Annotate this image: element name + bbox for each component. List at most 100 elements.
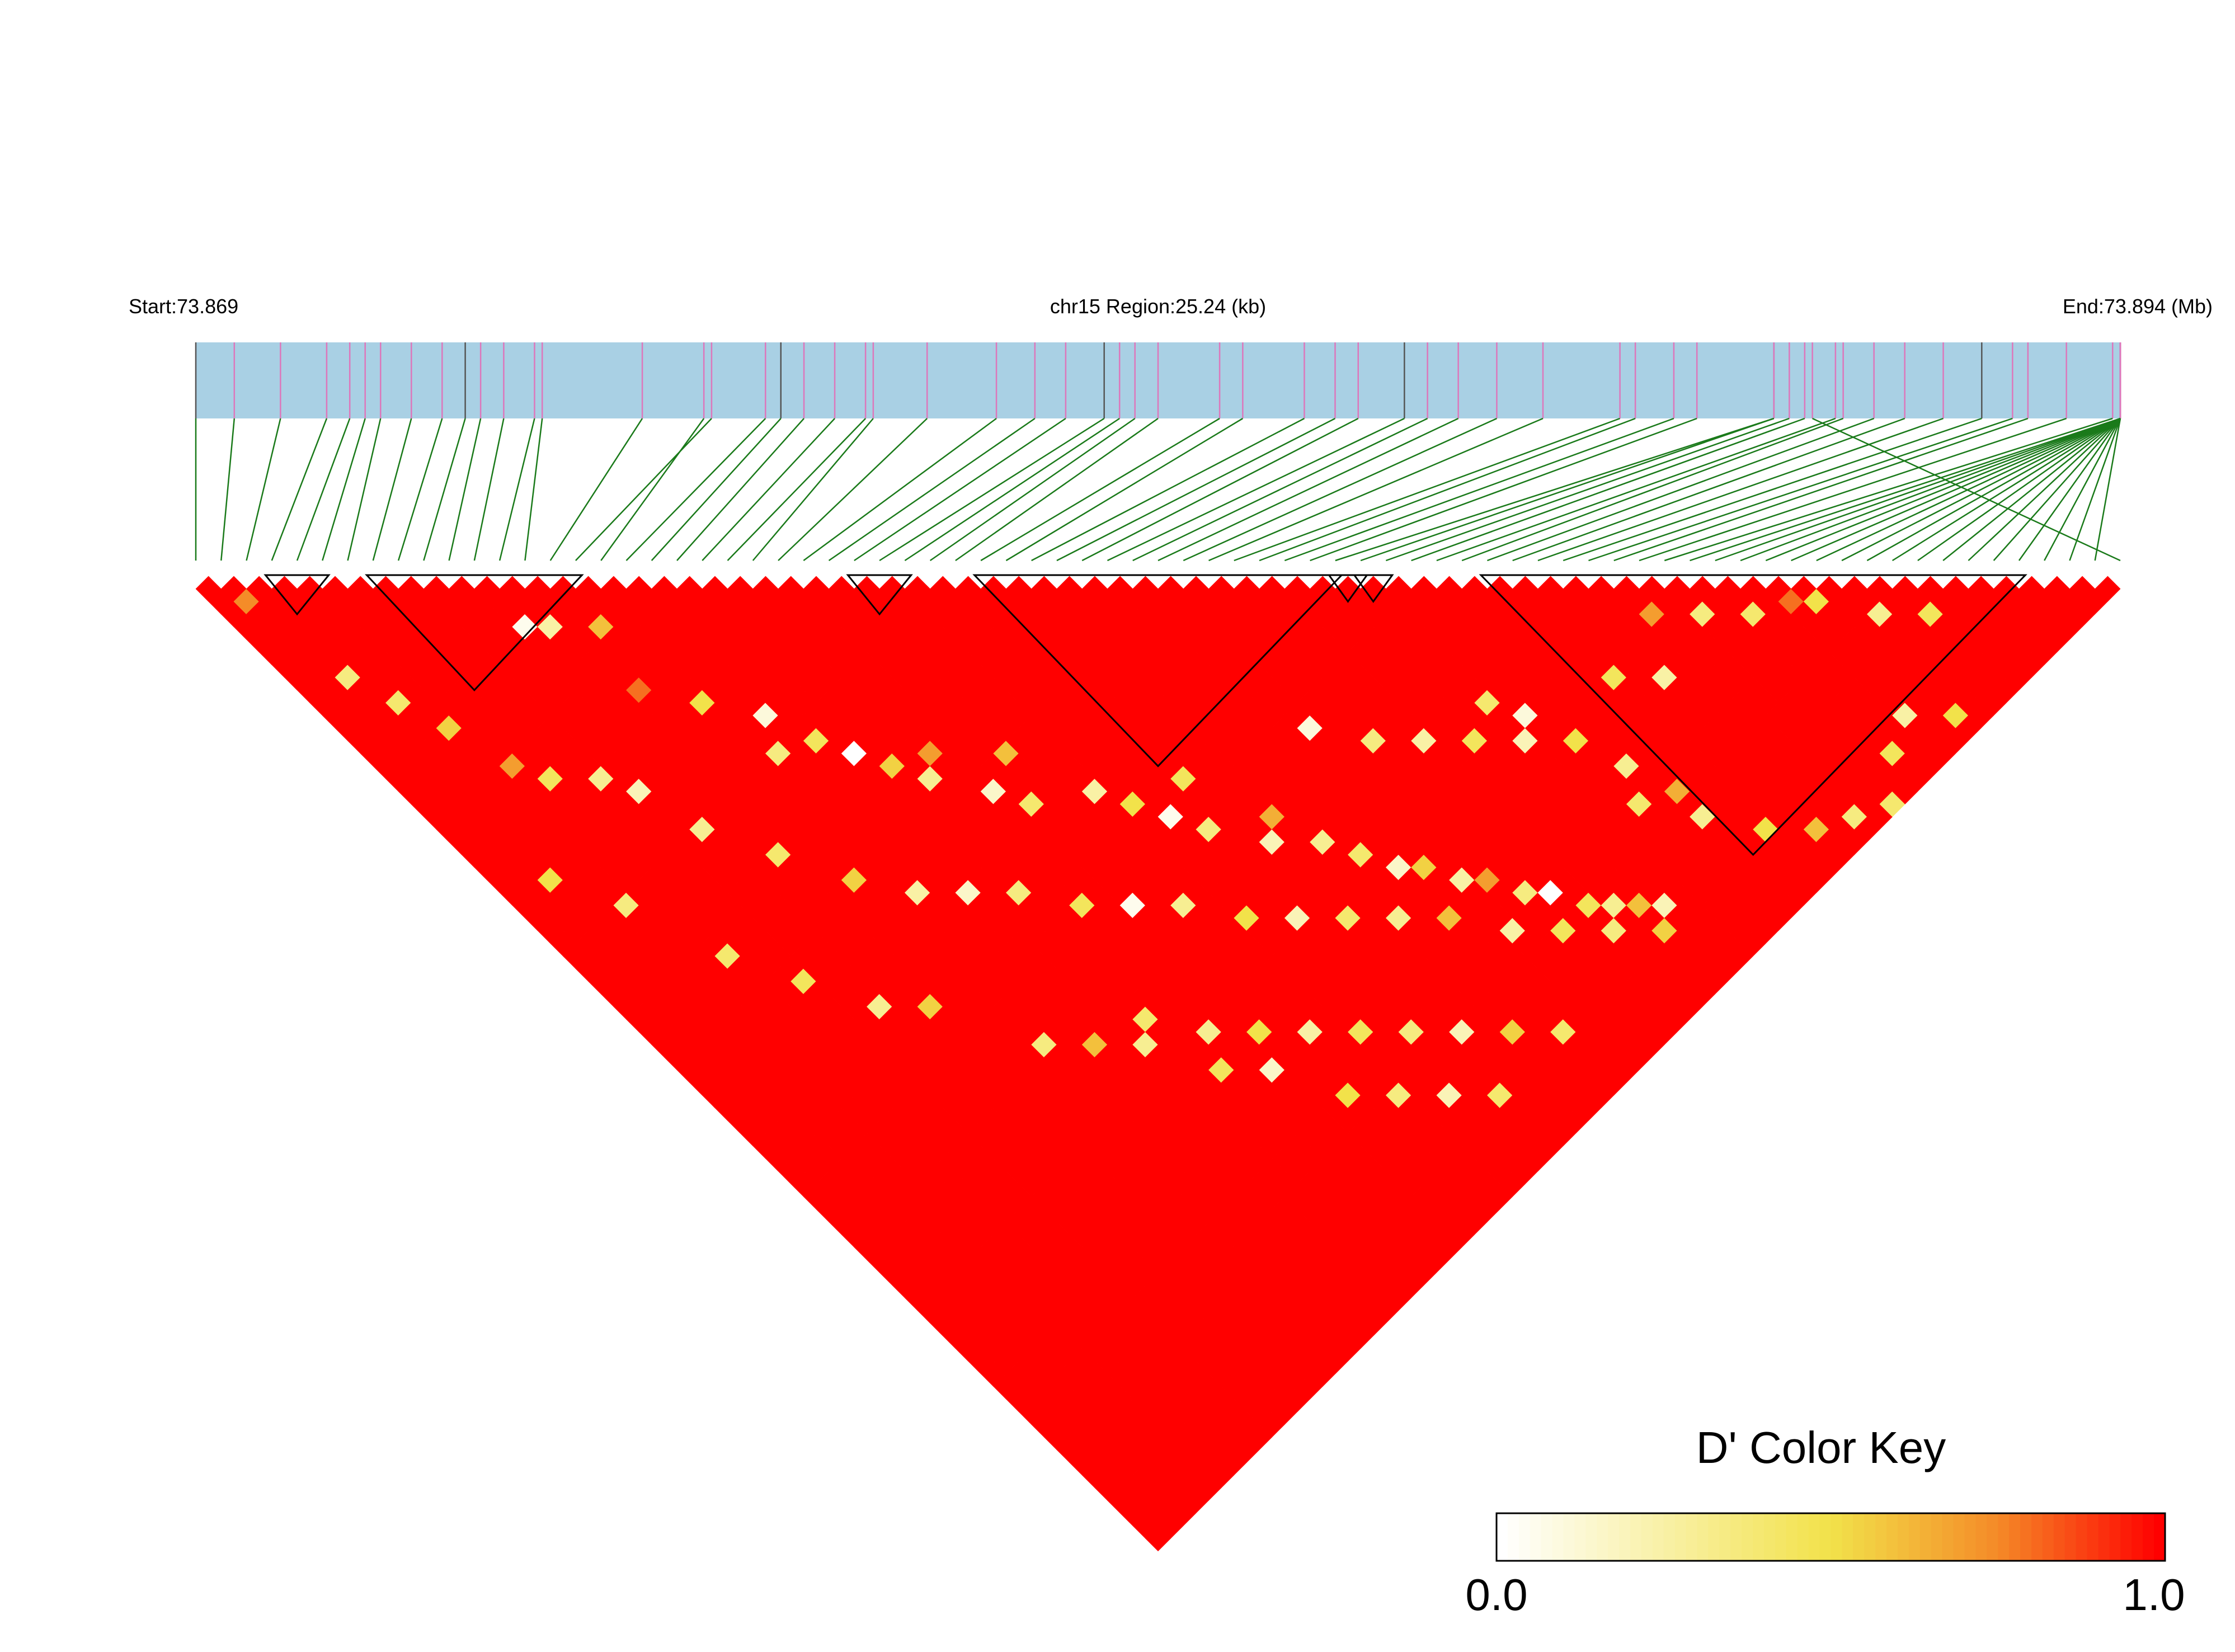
snp-connector <box>676 418 804 561</box>
snp-connector <box>1081 417 1359 562</box>
legend-swatch <box>1987 1513 1999 1561</box>
snp-connector <box>1132 417 1428 562</box>
snp-connector <box>1512 417 1905 562</box>
snp-connector <box>1234 417 1621 562</box>
snp-connector <box>1942 418 2121 561</box>
legend-swatch <box>1964 1513 1977 1561</box>
region-start-label: Start:73.869 <box>129 295 238 318</box>
legend-swatch <box>1597 1513 1609 1561</box>
legend-swatch <box>1518 1513 1531 1561</box>
legend-swatch <box>1663 1513 1676 1561</box>
snp-connector <box>1385 417 1790 562</box>
legend-swatch <box>1998 1513 2010 1561</box>
snp-connector <box>1993 418 2121 561</box>
haplotype-block <box>264 574 331 616</box>
snp-connector <box>1715 417 2121 562</box>
snp-connector <box>955 417 1159 562</box>
snp-connector <box>1107 417 1405 562</box>
legend-swatch <box>2076 1513 2088 1561</box>
legend-swatch <box>1942 1513 1954 1561</box>
snp-connector <box>1588 417 2013 562</box>
legend-swatch <box>1552 1513 1564 1561</box>
snp-connector <box>828 417 1036 562</box>
snp-connector <box>1740 417 2121 562</box>
snp-connector <box>1335 417 1775 562</box>
legend-max-label: 1.0 <box>2123 1570 2185 1620</box>
snp-connector <box>1259 417 1636 562</box>
snp-connector <box>1891 417 2121 562</box>
snp-connector <box>2018 418 2121 561</box>
haplotype-block <box>972 574 1344 768</box>
legend-min-label: 0.0 <box>1465 1570 1527 1620</box>
snp-connector <box>1866 417 2121 562</box>
haplotype-block <box>365 574 584 691</box>
legend-swatch <box>1641 1513 1653 1561</box>
region-title: chr15 Region:25.24 (kb) <box>1050 295 1266 318</box>
snp-connector <box>372 418 412 561</box>
legend-swatch <box>2143 1513 2155 1561</box>
legend-swatch <box>1585 1513 1598 1561</box>
legend-swatch <box>1541 1513 1553 1561</box>
snp-connector <box>854 417 1066 562</box>
legend-swatch <box>1797 1513 1809 1561</box>
legend-swatch <box>1953 1513 1965 1561</box>
legend-swatch <box>2087 1513 2099 1561</box>
snp-connector <box>423 418 466 561</box>
legend-swatch <box>2154 1513 2166 1561</box>
legend-swatch <box>1842 1513 1854 1561</box>
legend-swatch <box>1919 1513 1932 1561</box>
legend-swatch <box>2064 1513 2077 1561</box>
snp-connector <box>473 418 505 561</box>
snp-connector <box>524 418 543 561</box>
snp-connector <box>803 417 997 562</box>
snp-connector <box>1563 417 1982 562</box>
snp-connector <box>1968 418 2121 561</box>
legend-swatch <box>2098 1513 2110 1561</box>
snp-connector <box>549 418 643 561</box>
legend-swatch <box>1630 1513 1642 1561</box>
snp-connector <box>1664 417 2113 562</box>
haplotype-block <box>846 574 913 616</box>
legend-swatch <box>1853 1513 1865 1561</box>
legend-color-bar <box>1497 1513 2166 1561</box>
legend-swatch <box>1864 1513 1876 1561</box>
snp-connector <box>1791 417 2121 562</box>
legend-swatch <box>2053 1513 2065 1561</box>
snp-connector <box>1208 417 1544 562</box>
snp-connector <box>1183 417 1497 562</box>
haplotype-block <box>1352 574 1394 603</box>
region-end-label: End:73.894 (Mb) <box>2063 295 2213 318</box>
legend-swatch <box>1719 1513 1731 1561</box>
snp-connector <box>1639 417 2067 562</box>
legend-swatch <box>1786 1513 1798 1561</box>
snp-connector <box>1917 417 2121 562</box>
snp-connector <box>2044 418 2121 561</box>
snp-connector <box>246 418 281 561</box>
snp-connector <box>1284 417 1674 562</box>
snp-connector <box>1360 417 1775 562</box>
legend-swatch <box>1708 1513 1720 1561</box>
legend-swatch <box>1831 1513 1843 1561</box>
legend-swatch <box>1730 1513 1743 1561</box>
legend-swatch <box>2042 1513 2054 1561</box>
snp-connector <box>448 418 482 561</box>
snp-connector <box>1436 417 1836 562</box>
legend-swatch <box>1975 1513 1988 1561</box>
snp-connector <box>778 418 928 561</box>
legend-swatch <box>1908 1513 1921 1561</box>
snp-connector <box>498 418 535 561</box>
snp-connector <box>1056 417 1336 562</box>
legend-swatch <box>1686 1513 1698 1561</box>
snp-connector <box>929 417 1136 562</box>
legend-swatch <box>1875 1513 1888 1561</box>
legend-swatch <box>1530 1513 1542 1561</box>
legend-swatch <box>1898 1513 1909 1561</box>
legend-swatch <box>1563 1513 1575 1561</box>
haplotype-block <box>1479 574 2027 856</box>
legend-swatch <box>1808 1513 1820 1561</box>
snp-connector <box>1158 417 1459 562</box>
snp-connector <box>1005 417 1244 562</box>
snp-connector <box>879 417 1105 562</box>
legend-swatch <box>2009 1513 2021 1561</box>
snp-connector <box>575 418 712 561</box>
